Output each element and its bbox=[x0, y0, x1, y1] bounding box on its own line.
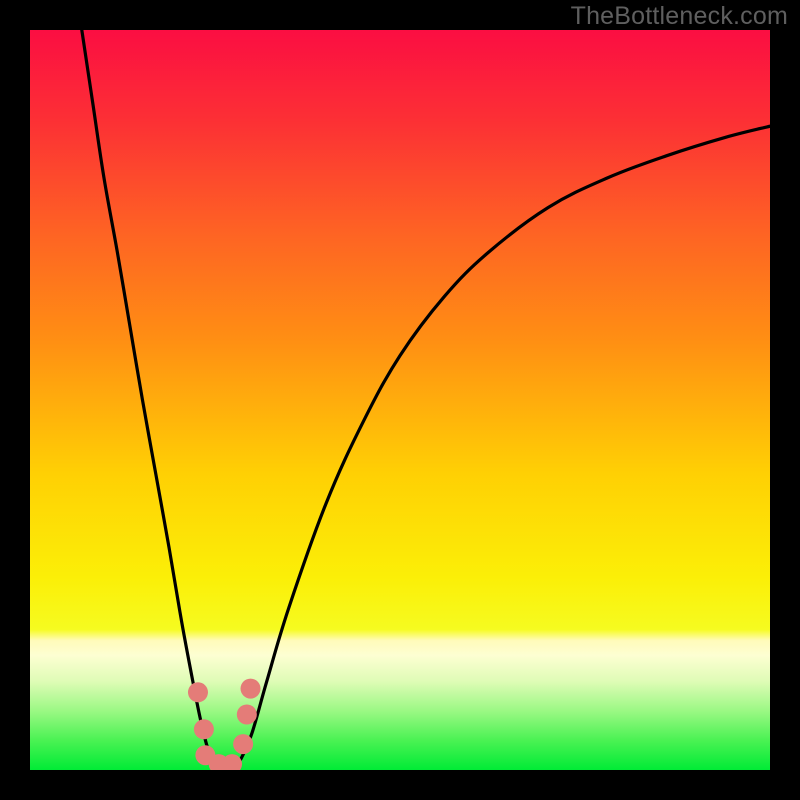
highlight-marker bbox=[237, 705, 257, 725]
highlight-marker bbox=[241, 679, 261, 699]
curves-layer bbox=[30, 30, 770, 770]
highlight-marker bbox=[194, 719, 214, 739]
plot-area bbox=[30, 30, 770, 770]
chart-frame: TheBottleneck.com bbox=[0, 0, 800, 800]
highlight-marker bbox=[233, 734, 253, 754]
watermark-text: TheBottleneck.com bbox=[571, 2, 788, 31]
right-curve bbox=[234, 126, 771, 768]
left-curve bbox=[82, 30, 223, 769]
highlight-marker bbox=[188, 682, 208, 702]
